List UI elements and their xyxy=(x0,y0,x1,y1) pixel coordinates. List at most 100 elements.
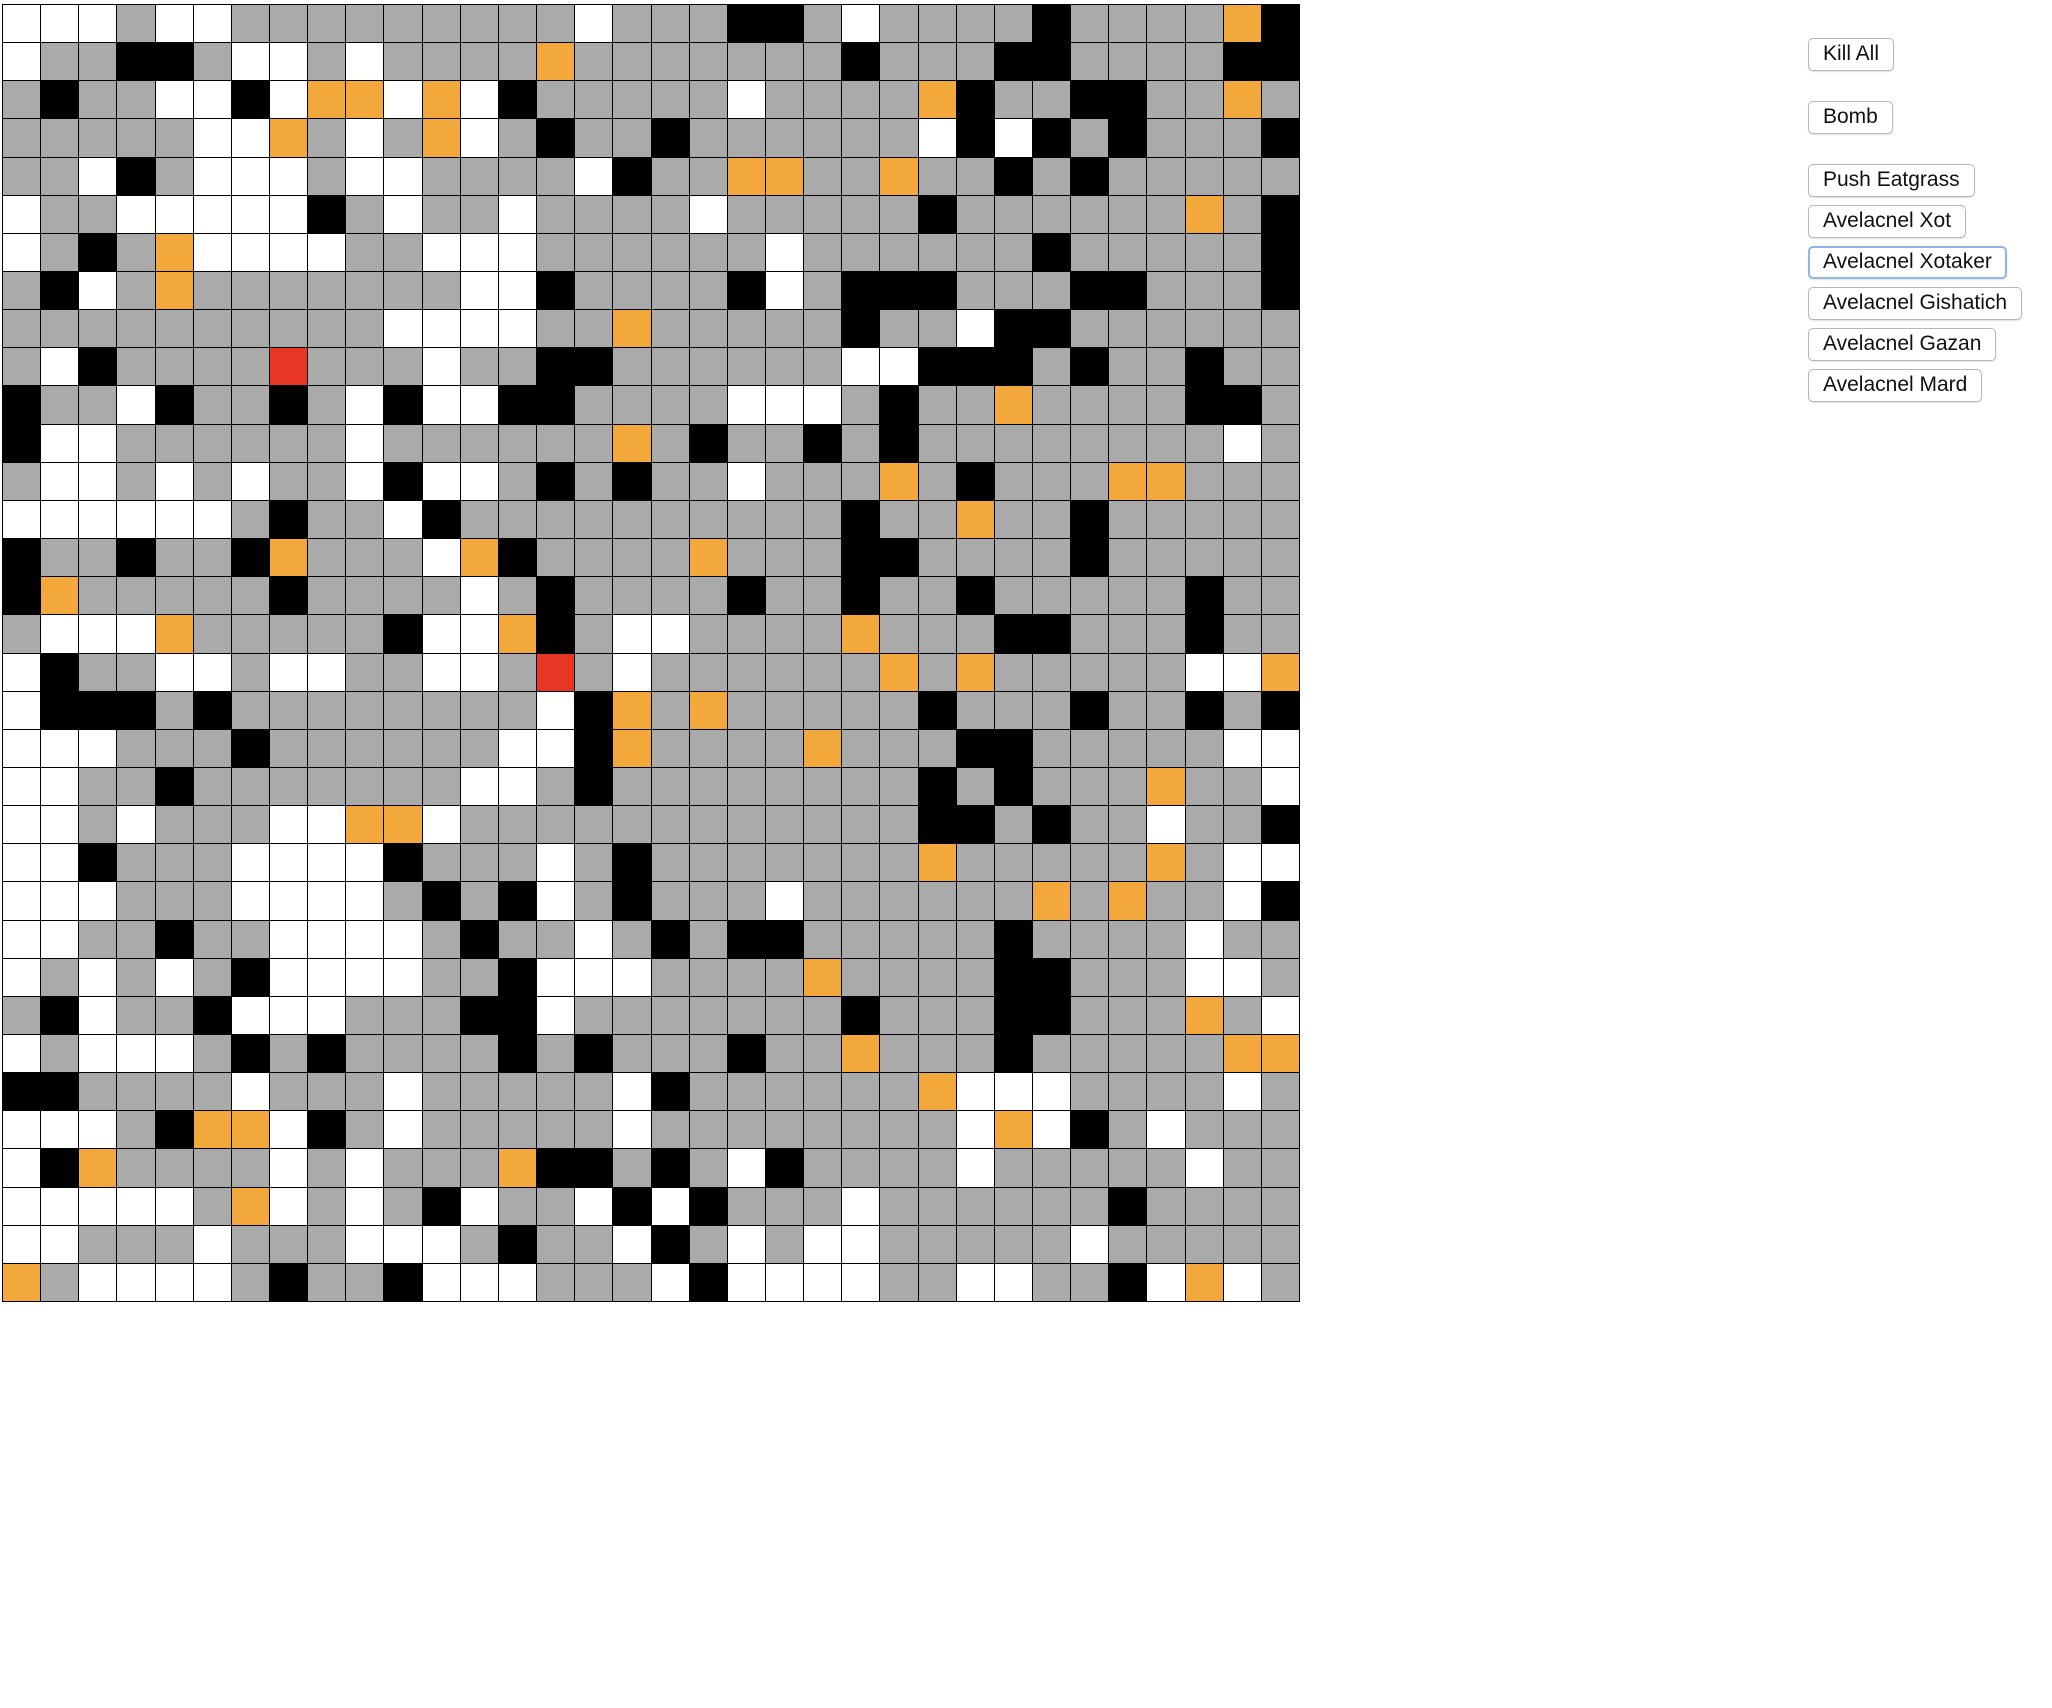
empty-cell xyxy=(231,1073,270,1111)
grass-cell xyxy=(193,577,231,615)
add-grass-button[interactable]: Avelacnel Xot xyxy=(1808,205,1967,238)
empty-cell xyxy=(1147,1111,1185,1149)
grass-cell xyxy=(1109,1034,1147,1073)
empty-cell xyxy=(155,462,193,500)
wall-cell xyxy=(231,539,270,577)
empty-cell xyxy=(231,233,270,272)
grass-cell xyxy=(575,996,613,1034)
grass-cell xyxy=(689,1073,727,1111)
add-beast-button[interactable]: Avelacnel Gazan xyxy=(1808,328,1997,361)
grass-cell xyxy=(1261,1111,1299,1149)
wall-cell xyxy=(117,43,155,81)
grass-cell xyxy=(994,5,1032,43)
grass-cell xyxy=(994,1187,1032,1225)
grass-cell xyxy=(1223,539,1261,577)
empty-cell xyxy=(384,958,422,996)
grass-cell xyxy=(384,577,422,615)
grass-cell xyxy=(689,310,727,348)
grass-cell xyxy=(956,1034,994,1073)
wall-cell xyxy=(308,1034,346,1073)
empty-cell xyxy=(384,1111,422,1149)
wall-cell xyxy=(537,462,575,500)
grass-cell xyxy=(1032,195,1071,233)
grass-cell xyxy=(1032,462,1071,500)
empty-cell xyxy=(346,386,384,424)
empty-cell xyxy=(1185,958,1223,996)
grass-cell xyxy=(1223,767,1261,806)
wall-cell xyxy=(498,882,537,920)
empty-cell xyxy=(79,729,117,767)
empty-cell xyxy=(1223,1073,1261,1111)
grass-cell xyxy=(537,1187,575,1225)
bomb-button[interactable]: Bomb xyxy=(1808,101,1893,134)
grass-cell xyxy=(765,844,804,882)
grass-cell xyxy=(842,767,880,806)
grass-cell xyxy=(689,233,727,272)
grass-cell xyxy=(727,691,765,729)
grass-cell xyxy=(41,1034,79,1073)
grass-cell xyxy=(346,1111,384,1149)
grass-cell xyxy=(1071,43,1109,81)
wall-cell xyxy=(651,119,689,157)
grass-cell xyxy=(842,424,880,462)
add-human-button[interactable]: Avelacnel Mard xyxy=(1808,369,1983,402)
grass-cell xyxy=(3,615,41,653)
grass-cell xyxy=(1223,348,1261,386)
grass-cell xyxy=(537,767,575,806)
grass-cell xyxy=(460,43,498,81)
wall-cell xyxy=(1032,806,1071,844)
empty-cell xyxy=(460,462,498,500)
grass-cell xyxy=(193,539,231,577)
wall-cell xyxy=(918,272,956,310)
grass-cell xyxy=(41,958,79,996)
empty-cell xyxy=(41,348,79,386)
empty-cell xyxy=(727,1149,765,1187)
grass-cell xyxy=(651,1034,689,1073)
wall-cell xyxy=(994,43,1032,81)
creature-cell xyxy=(1109,882,1147,920)
grass-cell xyxy=(1185,729,1223,767)
grass-cell xyxy=(956,882,994,920)
grass-cell xyxy=(537,5,575,43)
add-predator-button[interactable]: Avelacnel Gishatich xyxy=(1808,287,2023,320)
grass-cell xyxy=(651,500,689,539)
grass-cell xyxy=(575,1225,613,1263)
wall-cell xyxy=(1071,157,1109,195)
grass-cell xyxy=(1109,1149,1147,1187)
empty-cell xyxy=(41,1111,79,1149)
empty-cell xyxy=(613,1111,651,1149)
grass-cell xyxy=(994,233,1032,272)
grass-cell xyxy=(651,5,689,43)
grass-cell xyxy=(880,958,918,996)
grass-cell xyxy=(880,500,918,539)
empty-cell xyxy=(1185,653,1223,691)
grass-cell xyxy=(689,43,727,81)
grass-cell xyxy=(231,272,270,310)
kill-all-button[interactable]: Kill All xyxy=(1808,38,1895,71)
grass-cell xyxy=(765,615,804,653)
wall-cell xyxy=(1109,81,1147,119)
empty-cell xyxy=(460,386,498,424)
empty-cell xyxy=(804,1263,842,1301)
empty-cell xyxy=(270,920,308,958)
add-grass-eater-button[interactable]: Avelacnel Xotaker xyxy=(1808,246,2007,279)
grass-cell xyxy=(117,424,155,462)
empty-cell xyxy=(155,5,193,43)
grass-cell xyxy=(765,539,804,577)
grass-cell xyxy=(537,233,575,272)
grass-cell xyxy=(842,1149,880,1187)
push-eatgrass-button[interactable]: Push Eatgrass xyxy=(1808,164,1975,197)
wall-cell xyxy=(1223,386,1261,424)
wall-cell xyxy=(613,844,651,882)
game-board[interactable] xyxy=(2,4,1300,1302)
wall-cell xyxy=(956,806,994,844)
grass-cell xyxy=(880,195,918,233)
empty-cell xyxy=(41,462,79,500)
empty-cell xyxy=(3,1034,41,1073)
grass-cell xyxy=(689,882,727,920)
grass-cell xyxy=(155,424,193,462)
empty-cell xyxy=(3,844,41,882)
grass-cell xyxy=(117,577,155,615)
empty-cell xyxy=(613,1225,651,1263)
empty-cell xyxy=(3,43,41,81)
